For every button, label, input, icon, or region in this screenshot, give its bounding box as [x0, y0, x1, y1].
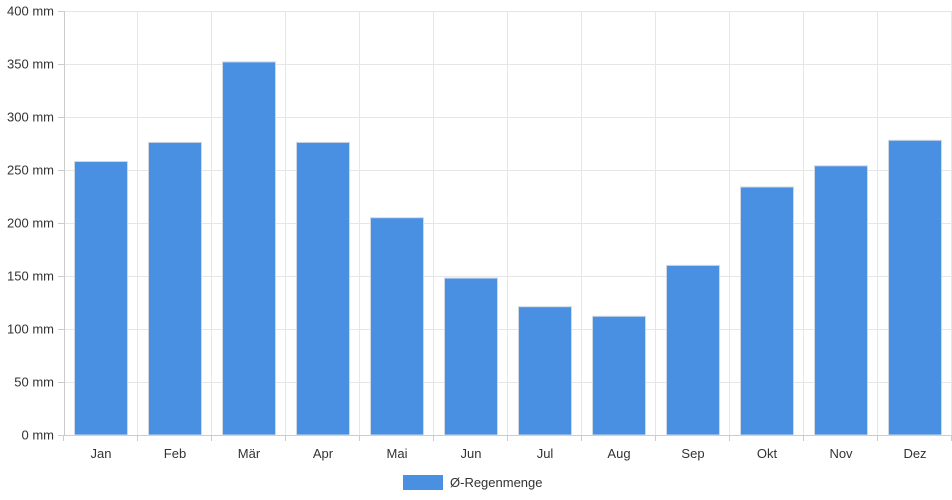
bar-Feb[interactable] — [148, 141, 202, 436]
bar-Jun[interactable] — [444, 277, 498, 436]
y-tick-label: 300 mm — [7, 110, 54, 125]
bar-Jul[interactable] — [518, 306, 572, 436]
x-tick-label: Mär — [238, 446, 261, 461]
x-tick-label: Mai — [387, 446, 408, 461]
y-tick-label: 100 mm — [7, 322, 54, 337]
bar-Jan[interactable] — [74, 161, 128, 436]
y-tick-label: 0 mm — [22, 428, 55, 443]
y-tick-label: 200 mm — [7, 216, 54, 231]
y-tick-label: 250 mm — [7, 163, 54, 178]
x-tick-label: Jan — [91, 446, 112, 461]
axes — [58, 11, 952, 441]
y-tick-label: 350 mm — [7, 57, 54, 72]
bar-Mai[interactable] — [370, 217, 424, 436]
x-tick-label: Dez — [903, 446, 926, 461]
y-tick-label: 150 mm — [7, 269, 54, 284]
x-tick-label: Okt — [757, 446, 778, 461]
bar-Aug[interactable] — [592, 315, 646, 436]
x-tick-label: Nov — [829, 446, 853, 461]
x-tick-label: Jul — [537, 446, 554, 461]
legend-swatch[interactable] — [403, 475, 443, 490]
bar-Nov[interactable] — [814, 165, 868, 436]
x-tick-label: Aug — [607, 446, 630, 461]
bar-Sep[interactable] — [666, 264, 720, 436]
x-tick-label: Feb — [164, 446, 186, 461]
y-tick-label: 50 mm — [14, 375, 54, 390]
bar-Dez[interactable] — [888, 139, 942, 436]
legend-label[interactable]: Ø-Regenmenge — [450, 475, 543, 490]
y-axis-tick-labels: 0 mm 50 mm 100 mm 150 mm 200 mm 250 mm 300 mm 3… — [7, 4, 54, 443]
bar-Apr[interactable] — [296, 141, 350, 436]
grid — [64, 11, 952, 435]
legend[interactable]: Ø-Regenmenge — [403, 475, 543, 490]
x-axis-tick-labels: Jan Feb Mär Apr Mai Jun Jul Aug Sep Okt Nov Dez — [91, 446, 927, 461]
x-tick-label: Sep — [681, 446, 704, 461]
bar-Okt[interactable] — [740, 186, 794, 436]
x-tick-label: Apr — [313, 446, 334, 461]
bar-Mär[interactable] — [222, 61, 276, 436]
x-tick-label: Jun — [461, 446, 482, 461]
y-tick-label: 400 mm — [7, 4, 54, 19]
bars — [74, 61, 942, 436]
